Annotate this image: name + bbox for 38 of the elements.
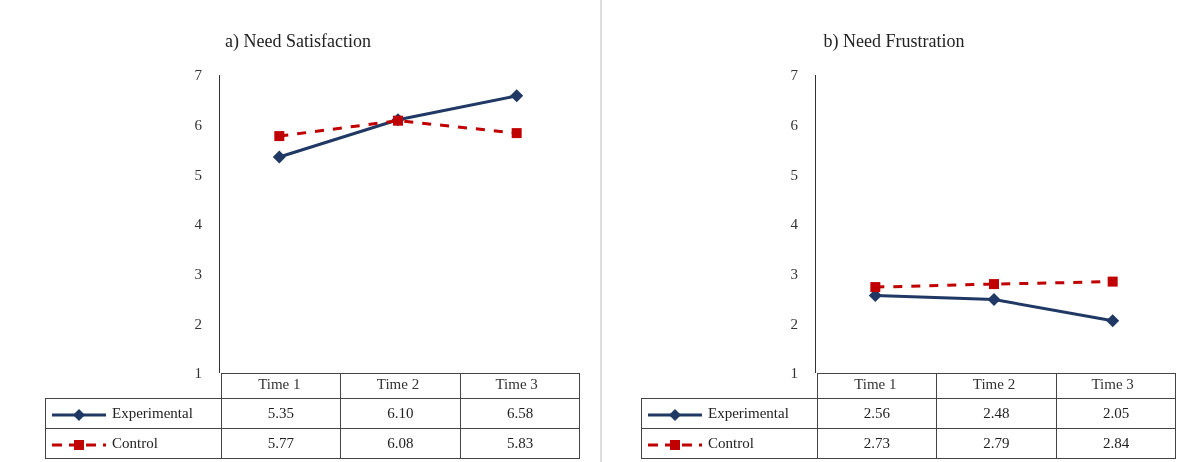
data-label: 6.58 (460, 398, 580, 429)
data-label: 2.56 (817, 398, 937, 429)
y-tick-label: 7 (790, 67, 799, 84)
x-tick-label: Time 3 (495, 376, 538, 392)
chart-title: a) Need Satisfaction (225, 30, 371, 52)
data-label: 2.05 (1056, 398, 1176, 429)
legend-label: Control (641, 428, 817, 459)
data-label: 6.08 (340, 428, 461, 459)
y-tick-label: 5 (790, 166, 798, 183)
y-tick-label: 6 (194, 116, 203, 133)
y-tick-label: 1 (194, 365, 202, 382)
data-label: 6.10 (340, 398, 461, 429)
x-tick-label: Time 1 (854, 376, 897, 392)
y-tick-label: 2 (790, 315, 798, 332)
data-label: 2.79 (936, 428, 1057, 459)
data-label: 2.84 (1056, 428, 1176, 459)
y-tick-label: 7 (194, 67, 203, 84)
x-tick-label: Time 1 (258, 376, 301, 392)
data-label: 5.83 (460, 428, 580, 459)
y-tick-label: 1 (790, 365, 798, 382)
y-tick-label: 4 (194, 216, 203, 233)
data-label: 2.48 (936, 398, 1057, 429)
legend-label: Control (45, 428, 221, 459)
y-tick-label: 5 (194, 166, 202, 183)
x-tick-label: Time 2 (972, 376, 1016, 392)
data-label: 5.77 (221, 428, 341, 459)
legend-label: Experimental (641, 398, 817, 429)
chart-title: b) Need Frustration (823, 30, 965, 52)
x-tick-label: Time 2 (376, 376, 420, 392)
y-tick-label: 2 (194, 315, 202, 332)
data-label: 2.73 (817, 428, 937, 459)
y-tick-label: 6 (790, 116, 799, 133)
legend-label: Experimental (45, 398, 221, 429)
y-tick-label: 3 (194, 265, 202, 282)
y-tick-label: 3 (790, 265, 798, 282)
y-tick-label: 4 (790, 216, 799, 233)
data-label: 5.35 (221, 398, 341, 429)
x-tick-label: Time 3 (1091, 376, 1134, 392)
